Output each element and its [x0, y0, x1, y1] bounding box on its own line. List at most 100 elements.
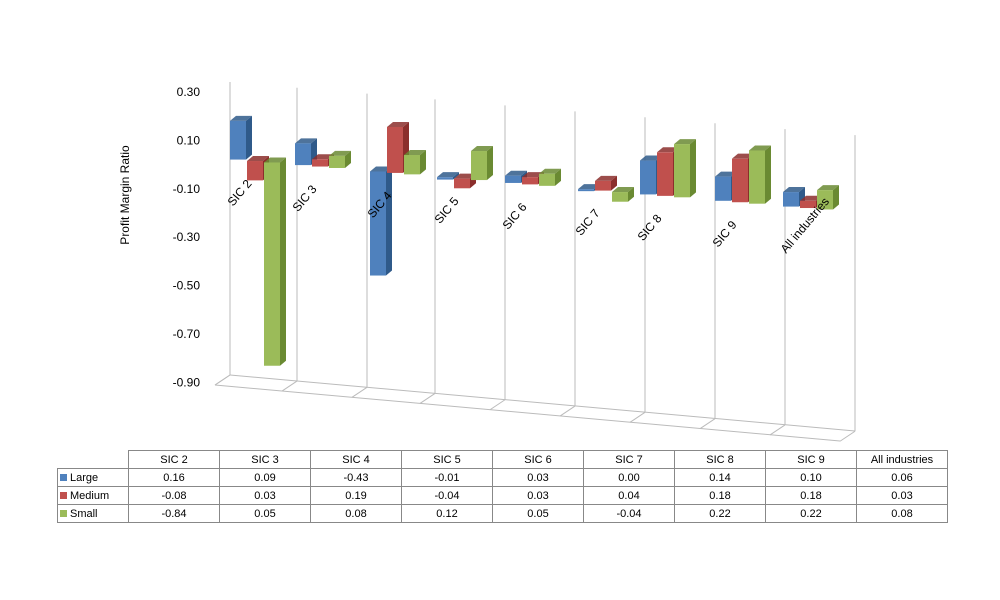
floor-tick	[489, 399, 506, 411]
bar-medium	[247, 161, 263, 181]
bar-side-face	[280, 157, 286, 366]
bar-top-face	[674, 139, 696, 145]
bar-small	[749, 150, 765, 204]
table-cell: 0.19	[310, 486, 402, 505]
bar-large	[295, 143, 311, 166]
bar-top-face	[404, 150, 426, 156]
legend-key-cell: Small	[57, 504, 129, 523]
table-header-cell: SIC 8	[674, 450, 766, 469]
bar-small	[329, 155, 345, 168]
bar-top-face	[505, 170, 527, 176]
legend-key-cell: Medium	[57, 486, 129, 505]
legend-swatch	[60, 510, 67, 518]
y-tick-label: 0.30	[177, 85, 201, 99]
bar-small	[539, 173, 555, 186]
bar-top-face	[800, 195, 822, 201]
bar-medium	[312, 159, 328, 167]
table-corner	[57, 450, 129, 469]
bar-top-face	[454, 173, 476, 179]
bar-large	[370, 171, 386, 276]
floor-tick	[629, 411, 646, 423]
bar-side-face	[453, 172, 459, 180]
bar-top-face	[715, 171, 737, 177]
table-cell: 0.14	[674, 468, 766, 487]
floor-tick	[351, 386, 368, 398]
category-label: SIC 2	[225, 177, 255, 209]
bar-top-face	[539, 168, 561, 174]
floor-tick	[419, 393, 436, 404]
bar-top-face	[612, 187, 634, 193]
table-header-cell: SIC 2	[128, 450, 220, 469]
y-tick-label: -0.70	[173, 327, 201, 341]
table-header-cell: SIC 6	[492, 450, 584, 469]
bar-large	[715, 176, 731, 201]
table-cell: 0.03	[219, 486, 311, 505]
y-tick-label: 0.10	[177, 133, 201, 147]
data-table: SIC 2 SIC 3 SIC 4 SIC 5 SIC 6 SIC 7 SIC 8 SIC 9…	[57, 450, 948, 523]
bar-side-face	[628, 187, 634, 202]
table-cell: 0.22	[674, 504, 766, 523]
bar-side-face	[833, 185, 839, 210]
table-row: Medium -0.08 0.03 0.19 -0.04 0.03 0.04 0.18 0.18…	[57, 486, 948, 505]
table-cell: 0.22	[765, 504, 857, 523]
legend-label: Small	[70, 507, 98, 520]
table-header-cell: SIC 3	[219, 450, 311, 469]
bar-large	[230, 120, 246, 160]
legend-key-cell: Large	[57, 468, 129, 487]
bar-top-face	[437, 172, 459, 178]
bar-small	[817, 190, 833, 210]
bar-top-face	[783, 187, 805, 193]
bar-top-face	[370, 166, 392, 172]
bar-top-face	[749, 145, 771, 151]
table-cell: -0.43	[310, 468, 402, 487]
bar-small	[471, 151, 487, 181]
y-tick-label: -0.90	[173, 375, 201, 389]
bar-small	[404, 155, 420, 175]
bar-large	[505, 175, 521, 183]
bar-top-face	[817, 185, 839, 191]
table-header-cell: All industries	[856, 450, 948, 469]
table-cell: 0.12	[401, 504, 493, 523]
bar-side-face	[386, 166, 392, 276]
table-cell: -0.01	[401, 468, 493, 487]
table-header-cell: SIC 5	[401, 450, 493, 469]
floor-tick	[281, 380, 298, 392]
bar-medium	[595, 180, 611, 191]
bar-medium	[387, 126, 403, 173]
table-cell: 0.03	[492, 468, 584, 487]
table-row: Small -0.84 0.05 0.08 0.12 0.05 -0.04 0.22 0.22 0…	[57, 504, 948, 523]
bar-large	[437, 177, 453, 180]
category-label: SIC 3	[290, 182, 320, 214]
floor-tick	[559, 405, 576, 417]
floor-tick	[769, 424, 786, 436]
bar-top-face	[522, 172, 544, 178]
bar-top-face	[657, 147, 679, 153]
category-label: SIC 6	[500, 200, 530, 232]
bar-side-face	[246, 115, 252, 160]
bar-top-face	[578, 184, 600, 190]
bar-top-face	[471, 146, 493, 152]
bar-medium	[732, 158, 748, 203]
legend-label: Large	[70, 471, 99, 484]
y-tick-label: -0.10	[173, 182, 201, 196]
table-cell: 0.05	[219, 504, 311, 523]
bar-top-face	[732, 153, 754, 159]
table-cell: 0.03	[856, 486, 948, 505]
legend-swatch	[60, 492, 67, 500]
table-header-cell: SIC 7	[583, 450, 675, 469]
bar-top-face	[247, 156, 269, 162]
table-cell: 0.18	[674, 486, 766, 505]
bar-top-face	[264, 157, 286, 163]
bar-side-face	[345, 150, 351, 168]
table-cell: -0.08	[128, 486, 220, 505]
category-label: SIC 7	[573, 206, 603, 238]
table-cell: 0.04	[583, 486, 675, 505]
y-tick-label: -0.30	[173, 230, 201, 244]
table-cell: 0.10	[765, 468, 857, 487]
floor-tick	[214, 374, 231, 386]
table-cell: 0.03	[492, 486, 584, 505]
legend-swatch	[60, 474, 67, 482]
table-cell: 0.08	[310, 504, 402, 523]
bar-large	[578, 189, 594, 192]
